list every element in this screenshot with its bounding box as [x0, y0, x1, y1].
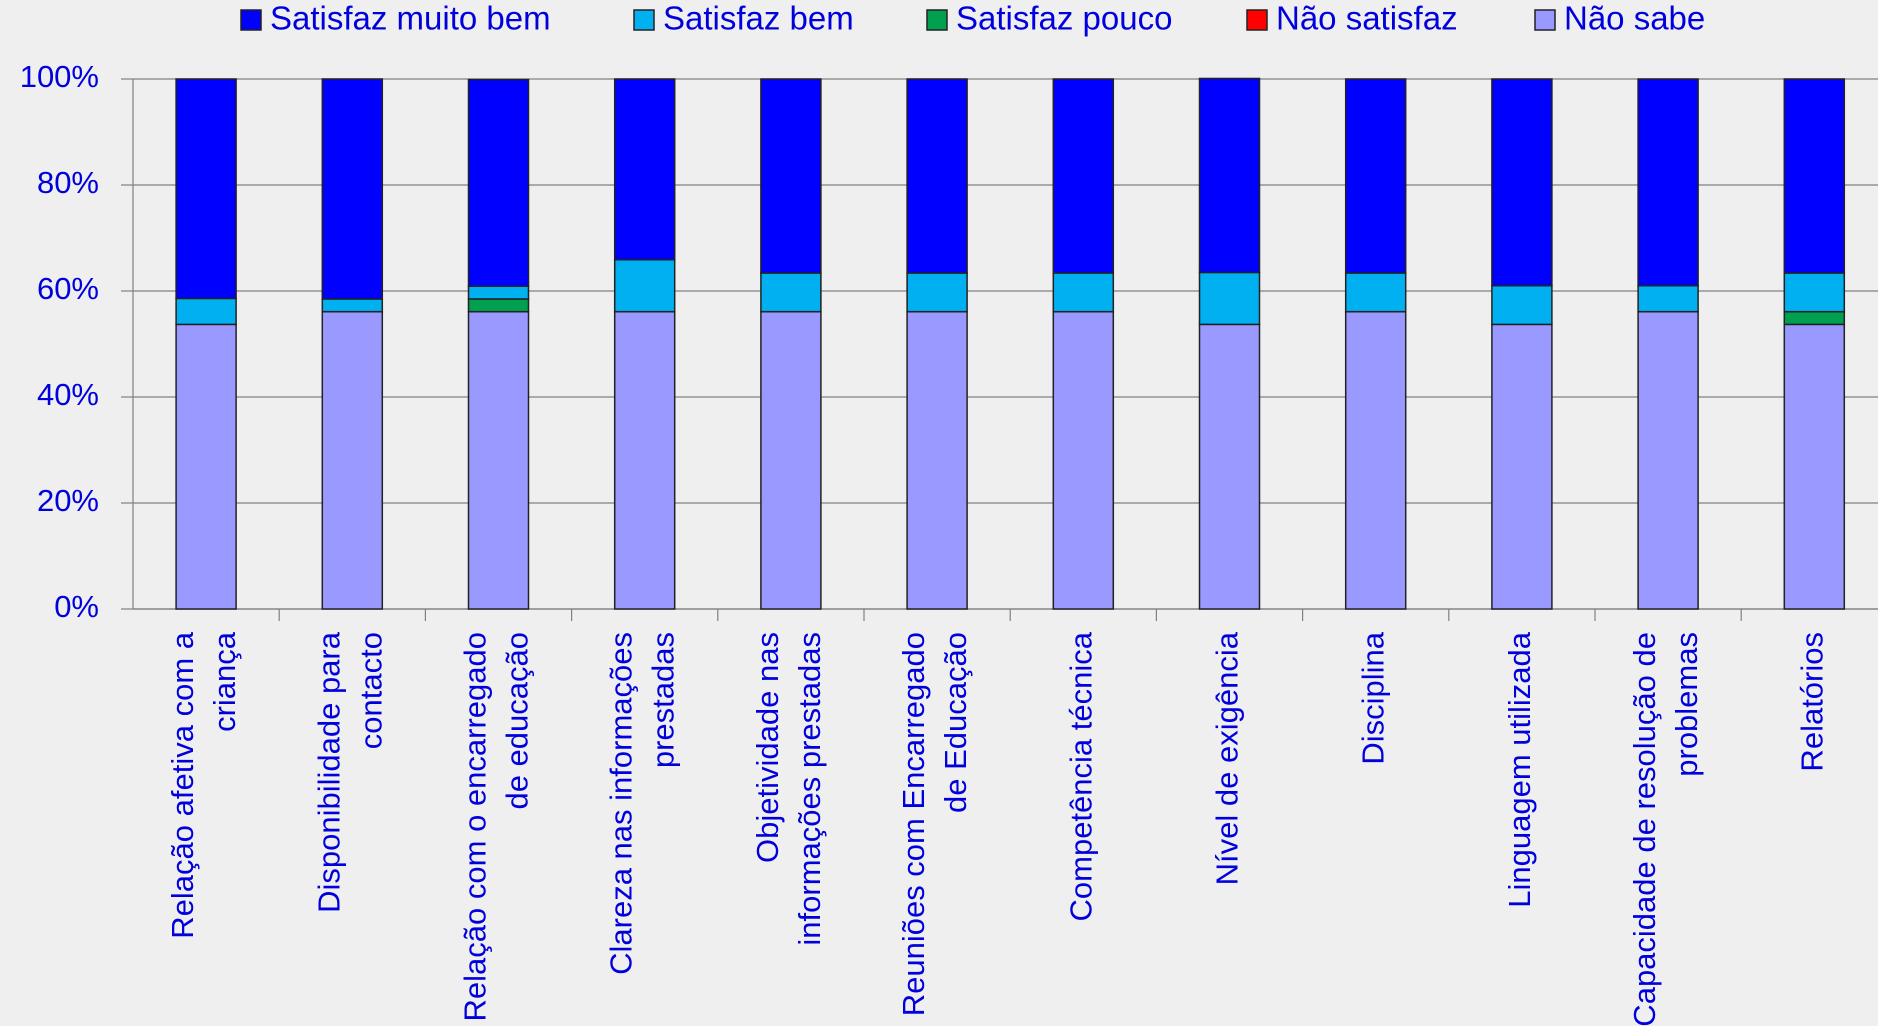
bar-segment — [613, 78, 676, 261]
x-tick-label: Disponibilidade para contacto — [311, 631, 388, 913]
y-tick-label: 40% — [37, 377, 99, 412]
bar-segment — [1491, 78, 1553, 287]
bar-segment — [1052, 272, 1115, 313]
x-tick-label: Disciplina — [1356, 631, 1391, 764]
bar-segment — [175, 323, 237, 610]
legend-swatch — [1534, 9, 1556, 31]
x-tick-label: Relação afetiva com a criança — [165, 631, 242, 938]
bar-segment — [1344, 310, 1407, 610]
y-tick-label: 20% — [37, 483, 99, 518]
legend-swatch — [926, 9, 948, 31]
y-tick-label: 80% — [37, 165, 99, 200]
x-tick-label: Competência técnica — [1063, 631, 1098, 921]
bar-segment — [1783, 323, 1846, 610]
bar-segment — [760, 78, 822, 274]
bar-segment — [467, 310, 530, 610]
bar-segment — [906, 78, 968, 274]
y-tick-label: 0% — [54, 589, 99, 624]
legend-swatch — [240, 9, 262, 31]
bar-segment — [1491, 323, 1553, 610]
bar-segment — [1783, 310, 1846, 326]
bar-segment — [1637, 78, 1699, 287]
legend-label: Não satisfaz — [1276, 0, 1458, 37]
x-tick-label: Relatórios — [1794, 632, 1829, 772]
y-tick-label: 60% — [37, 271, 99, 306]
x-tick-label: Linguagem utilizada — [1502, 631, 1537, 908]
x-tick-label: Relação com o encarregado de educação — [458, 632, 535, 1021]
bar-segment — [321, 78, 384, 300]
bar-segment — [1637, 310, 1699, 610]
bar-segment — [1491, 284, 1553, 326]
bar-segment — [906, 272, 968, 313]
bar-segment — [613, 310, 676, 610]
bar-segment — [175, 78, 237, 300]
bar-segment — [467, 78, 530, 287]
bar-segment — [1783, 78, 1846, 274]
bar-segment — [467, 285, 530, 300]
x-tick-label: Capacidade de resolução de problemas — [1627, 632, 1704, 1026]
bar-segment — [613, 258, 676, 313]
legend-label: Satisfaz muito bem — [270, 0, 551, 37]
bar-segment — [1052, 78, 1115, 274]
bar-segment — [321, 298, 384, 313]
x-tick-label: Clareza nas informações prestadas — [604, 632, 681, 975]
bar-segment — [1344, 272, 1407, 313]
x-tick-label: Reuniões com Encarregado de Educação — [896, 632, 973, 1016]
bar-segment — [1344, 78, 1407, 274]
bar-segment — [467, 298, 530, 313]
bar-segment — [1052, 310, 1115, 610]
legend-label: Satisfaz pouco — [956, 0, 1172, 37]
bar-segment — [760, 310, 822, 610]
legend-label: Não sabe — [1564, 0, 1705, 37]
bar-segment — [1783, 272, 1846, 313]
x-tick-label: Objetividade nas informações prestadas — [750, 632, 827, 954]
bar-segment — [1198, 323, 1261, 610]
legend-swatch — [1246, 9, 1268, 31]
bar-segment — [1637, 284, 1699, 313]
bar-segment — [321, 310, 384, 610]
bar-segment — [906, 310, 968, 610]
bar-segment — [1198, 77, 1261, 274]
bar-segment — [1198, 271, 1261, 326]
legend-label: Satisfaz bem — [663, 0, 854, 37]
legend-swatch — [633, 9, 655, 31]
bar-segment — [175, 297, 237, 326]
bar-segment — [760, 272, 822, 313]
x-tick-label: Nível de exigência — [1210, 631, 1245, 885]
y-tick-label: 100% — [20, 59, 99, 94]
